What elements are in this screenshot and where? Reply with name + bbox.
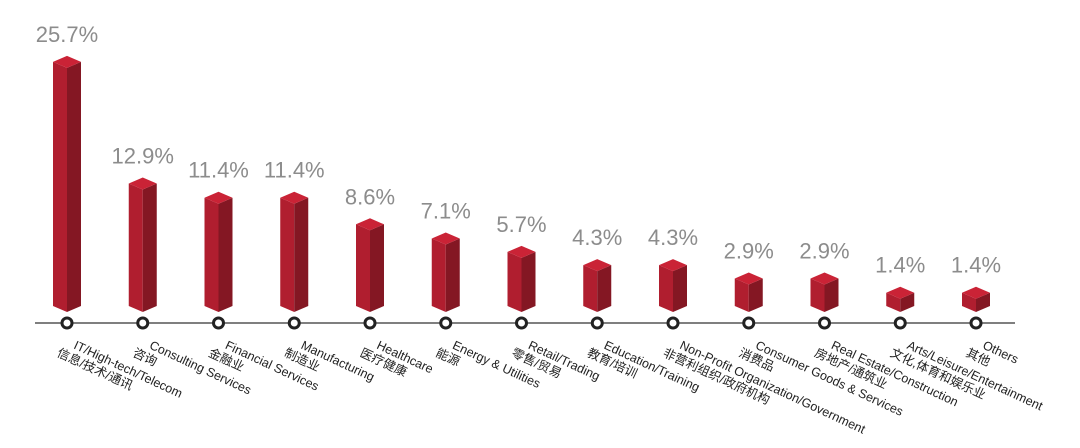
value-label: 1.4% xyxy=(875,253,925,278)
bar-right-face xyxy=(67,61,81,312)
bar-left-face xyxy=(734,278,749,312)
bar-right-face xyxy=(218,197,233,312)
value-label: 4.3% xyxy=(572,225,622,250)
bar-right-face xyxy=(748,278,763,312)
axis-marker xyxy=(666,316,680,330)
axis-marker xyxy=(439,316,453,330)
bar-left-face xyxy=(280,197,295,312)
axis-marker xyxy=(60,316,74,330)
bar-right-face xyxy=(294,197,309,312)
bar-right-face xyxy=(976,292,990,312)
axis-marker xyxy=(212,316,225,330)
bar-right-face xyxy=(673,265,687,312)
value-label: 25.7% xyxy=(36,22,98,47)
bar-right-face xyxy=(445,238,460,312)
bar-left-face xyxy=(356,224,370,312)
axis-marker xyxy=(818,316,831,330)
bar-right-face xyxy=(370,224,384,312)
axis-marker xyxy=(969,316,983,330)
axis-marker xyxy=(363,316,377,330)
bar-right-face xyxy=(142,183,157,312)
bar-left-face xyxy=(962,292,976,312)
bar-left-face xyxy=(583,265,598,312)
bar-top xyxy=(356,218,384,231)
value-label: 7.1% xyxy=(421,199,471,224)
value-label: 1.4% xyxy=(951,253,1001,278)
bar-top xyxy=(962,286,990,299)
bar-left-face xyxy=(659,265,673,312)
axis-marker xyxy=(515,316,528,330)
value-label: 11.4% xyxy=(188,158,249,183)
bar-top xyxy=(810,272,839,285)
value-label: 5.7% xyxy=(496,212,546,237)
axis-marker xyxy=(742,316,756,330)
bar-right-face xyxy=(900,292,915,312)
bar-right-face xyxy=(521,251,536,312)
bar-top xyxy=(734,272,763,285)
axis-marker xyxy=(287,316,301,330)
bar-top xyxy=(583,259,612,272)
bar-left-face xyxy=(886,292,901,312)
bar-top xyxy=(507,245,536,258)
value-label: 11.4% xyxy=(264,158,325,183)
value-label: 4.3% xyxy=(648,225,698,250)
bar-top xyxy=(659,259,687,272)
axis-marker xyxy=(893,316,907,330)
bar-left-face xyxy=(507,251,522,312)
bar-right-face xyxy=(597,265,612,312)
axis-marker xyxy=(136,316,150,330)
bar-right-face xyxy=(824,278,839,312)
bar-top xyxy=(886,286,915,299)
axis-marker xyxy=(590,316,604,330)
bar-left-face xyxy=(128,183,143,312)
value-label: 2.9% xyxy=(724,238,774,263)
bar-left-face xyxy=(204,197,219,312)
bar-top xyxy=(280,191,309,204)
bar-left-face xyxy=(810,278,825,312)
bar-top xyxy=(204,191,233,204)
value-label: 8.6% xyxy=(345,184,395,209)
value-label: 2.9% xyxy=(799,238,849,263)
bar-left-face xyxy=(53,61,67,312)
value-label: 12.9% xyxy=(112,143,174,168)
bar-top xyxy=(431,232,460,245)
bar-top xyxy=(128,177,157,190)
bar-left-face xyxy=(431,238,446,312)
bar-top xyxy=(53,55,81,68)
